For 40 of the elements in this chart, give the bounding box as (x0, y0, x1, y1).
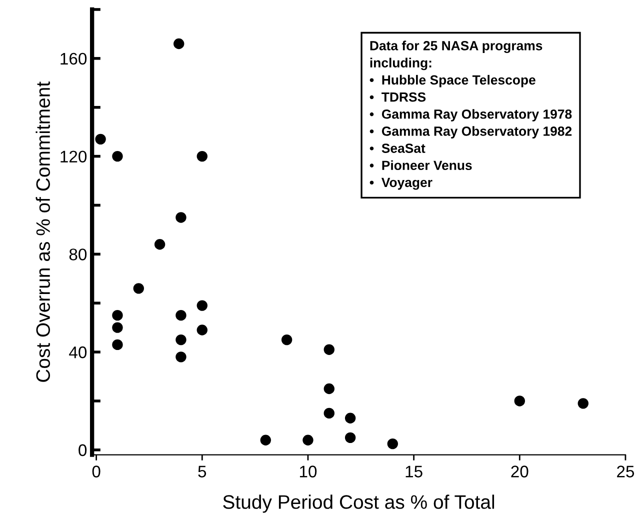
point (196, 324, 208, 336)
point (324, 408, 334, 419)
point (281, 334, 292, 346)
text: Data for 25 NASA programs including: • Hubble Space Telescope • TDRSS • Gamma Ray Observatory 1978 • Gamma Ray Observatory 1982 • SeaSat • Pioneer Venus • Voyager (370, 40, 572, 190)
point (344, 412, 356, 424)
point (154, 239, 166, 250)
point (196, 150, 208, 162)
point (176, 212, 186, 223)
point (578, 398, 588, 409)
y-tick-label: 0 (78, 444, 87, 456)
point (95, 134, 106, 145)
x-tick-label: 5 (198, 466, 206, 478)
point (196, 300, 208, 311)
y-tick-label: 40 (69, 346, 87, 358)
point (176, 352, 186, 362)
point (176, 310, 186, 321)
point (176, 334, 186, 346)
y-tick-label: 120 (60, 150, 87, 162)
point (112, 150, 123, 162)
x-tick-label: 25 (617, 466, 634, 478)
point (133, 283, 144, 294)
point (344, 432, 356, 444)
point (112, 339, 123, 350)
x-tick-label: 0 (92, 466, 100, 478)
y-tick-label: 160 (60, 52, 87, 65)
x-tick-label: 20 (511, 466, 528, 478)
point (514, 396, 525, 406)
point (302, 434, 314, 446)
x-tick-label: 10 (300, 466, 317, 478)
point (174, 38, 184, 50)
point (324, 383, 334, 394)
point (260, 434, 271, 446)
point (112, 310, 123, 321)
point (324, 344, 334, 355)
y-axis-title: Cost Overrun as % of Commitment (36, 82, 50, 382)
y-tick-label: 80 (69, 248, 87, 260)
x-tick-label: 15 (406, 466, 422, 478)
point (387, 438, 398, 450)
point (112, 322, 123, 333)
x-axis-title: Study Period Cost as % of Total (223, 494, 494, 513)
